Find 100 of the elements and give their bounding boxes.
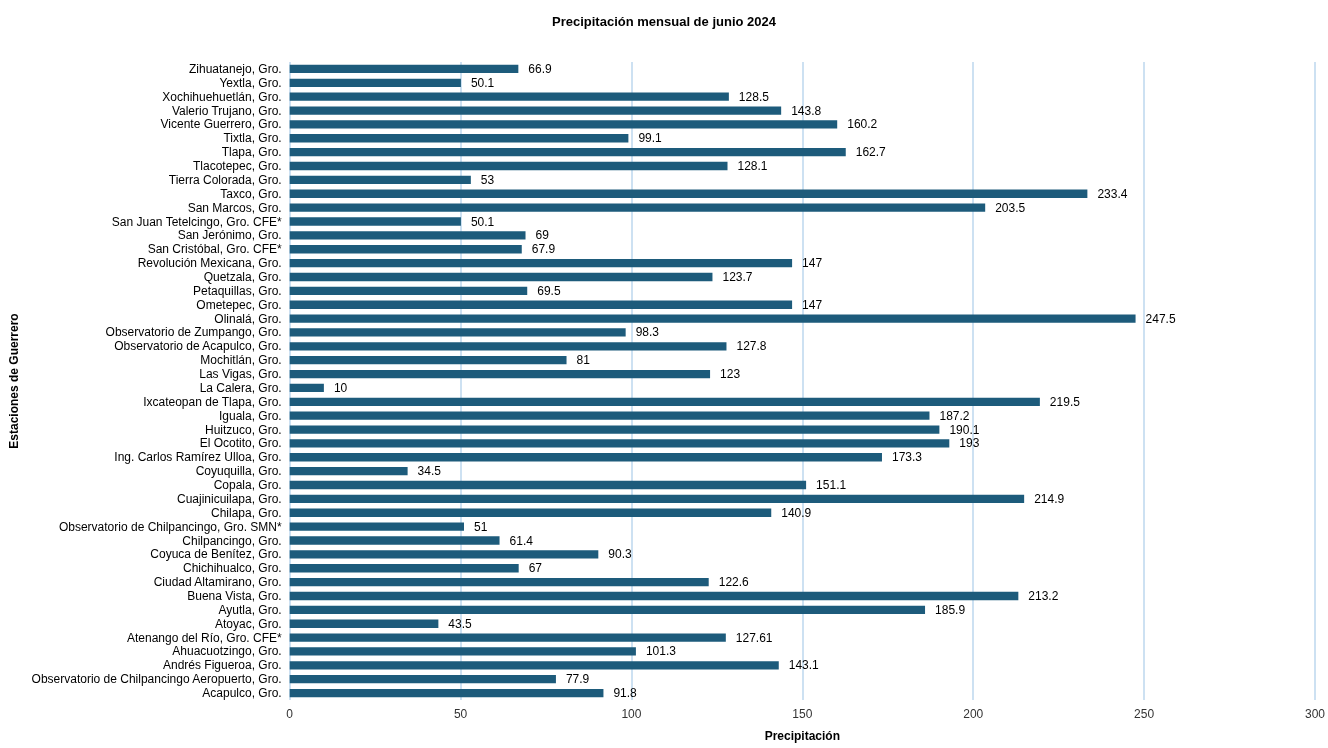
bar (289, 286, 528, 296)
y-tick-label: Xochihuehuetlán, Gro. (162, 89, 282, 104)
bar (289, 494, 1025, 504)
bar (289, 522, 464, 531)
data-label: 122.6 (718, 575, 750, 590)
y-tick-label: Copala, Gro. (213, 478, 282, 493)
bar (289, 120, 838, 129)
data-label: 123 (720, 367, 741, 382)
y-tick-label: San Jerónimo, Gro. (177, 228, 282, 243)
bar (289, 591, 1019, 601)
y-tick-label: Chilapa, Gro. (211, 505, 282, 520)
data-label: 50.1 (470, 75, 495, 90)
bar (289, 536, 500, 545)
data-label: 128.1 (737, 159, 768, 174)
data-label: 53 (480, 172, 495, 187)
y-tick-label: Ometepec, Gro. (196, 297, 282, 312)
data-label: 99.1 (638, 131, 663, 146)
y-tick-label: Cuajinicuilapa, Gro. (176, 491, 282, 506)
data-label: 98.3 (635, 325, 660, 340)
data-label: 69.5 (537, 283, 561, 298)
data-label: 90.3 (608, 547, 632, 562)
data-label: 247.5 (1145, 311, 1176, 326)
y-tick-label: Mochitlán, Gro. (200, 353, 282, 368)
y-tick-label: Coyuca de Benítez, Gro. (150, 547, 282, 562)
data-label: 140.9 (781, 505, 812, 520)
bar (289, 550, 599, 559)
x-tick-label: 200 (963, 707, 984, 721)
data-label: 203.5 (995, 200, 1026, 215)
data-label: 143.8 (791, 103, 822, 118)
chart-title: Precipitación mensual de junio 2024 (552, 14, 777, 29)
bar (289, 564, 519, 573)
data-label: 213.2 (1028, 588, 1059, 603)
data-label: 127.8 (736, 339, 767, 354)
data-label: 187.2 (939, 408, 970, 423)
data-label: 147 (802, 297, 823, 312)
bar (289, 161, 728, 171)
bar (289, 411, 930, 420)
y-tick-label: San Juan Tetelcingo, Gro. CFE* (111, 214, 283, 229)
y-tick-label: Buena Vista, Gro. (187, 588, 282, 603)
bar (289, 675, 556, 684)
y-tick-label: Zihuatanejo, Gro. (188, 61, 282, 76)
bar (289, 328, 626, 337)
bar (289, 397, 1040, 406)
x-tick-label: 0 (286, 707, 294, 721)
y-tick-label: El Ocotito, Gro. (199, 436, 282, 451)
y-tick-label: Tlacotepec, Gro. (192, 159, 282, 174)
bar (289, 619, 439, 628)
x-tick-label: 50 (453, 707, 468, 721)
y-tick-label: Observatorio de Chilpancingo, Gro. SMN* (58, 519, 283, 534)
bar (289, 661, 779, 670)
x-tick-label: 100 (621, 707, 642, 721)
bar (289, 383, 324, 393)
y-tick-label: San Marcos, Gro. (187, 200, 282, 215)
bar (289, 134, 629, 143)
x-axis-title: Precipitación (764, 729, 841, 743)
data-label: 50.1 (470, 214, 495, 229)
data-label: 43.5 (448, 616, 473, 631)
bar (289, 647, 636, 656)
data-label: 128.5 (738, 89, 770, 104)
data-label: 69 (535, 228, 550, 243)
y-tick-label: Vicente Guerrero, Gro. (160, 117, 282, 132)
x-tick-label: 150 (792, 707, 813, 721)
bar (289, 314, 1136, 323)
data-label: 185.9 (935, 602, 966, 617)
y-tick-label: Tixtla, Gro. (223, 131, 282, 146)
bar (289, 258, 793, 268)
data-label: 123.7 (722, 269, 753, 284)
data-label: 160.2 (847, 117, 878, 132)
y-tick-label: Chilpancingo, Gro. (182, 533, 282, 548)
data-label: 219.5 (1049, 394, 1081, 409)
y-tick-label: San Cristóbal, Gro. CFE* (147, 242, 283, 257)
data-label: 34.5 (417, 464, 442, 479)
y-tick-label: Huitzuco, Gro. (205, 422, 282, 437)
x-tick-label: 250 (1134, 707, 1155, 721)
data-label: 143.1 (788, 658, 820, 673)
x-tick-label: 300 (1304, 707, 1326, 721)
data-label: 51 (474, 519, 488, 534)
bar (289, 508, 772, 517)
data-label: 91.8 (613, 686, 638, 701)
data-label: 61.4 (509, 533, 534, 548)
data-label: 127.61 (735, 630, 773, 645)
bar (289, 425, 940, 434)
y-tick-label: Ing. Carlos Ramírez Ulloa, Gro. (114, 450, 282, 465)
bar (289, 439, 950, 448)
data-label: 101.3 (645, 644, 677, 659)
bar (289, 356, 567, 365)
data-label: 81 (576, 353, 591, 368)
data-label: 10 (333, 380, 348, 395)
y-tick-label: Observatorio de Chilpancingo Aeropuerto, Gro. (31, 672, 282, 687)
y-tick-label: Coyuquilla, Gro. (195, 464, 282, 479)
y-tick-label: Atoyac, Gro. (215, 616, 282, 631)
y-tick-label: Ayutla, Gro. (218, 602, 282, 617)
bar (289, 64, 519, 74)
bar (289, 272, 713, 282)
bar (289, 147, 846, 157)
y-tick-label: Observatorio de Acapulco, Gro. (114, 339, 282, 354)
data-label: 66.9 (528, 61, 553, 76)
bar (289, 189, 1088, 198)
y-tick-label: Tlapa, Gro. (221, 145, 282, 160)
y-tick-label: Andrés Figueroa, Gro. (162, 658, 282, 673)
